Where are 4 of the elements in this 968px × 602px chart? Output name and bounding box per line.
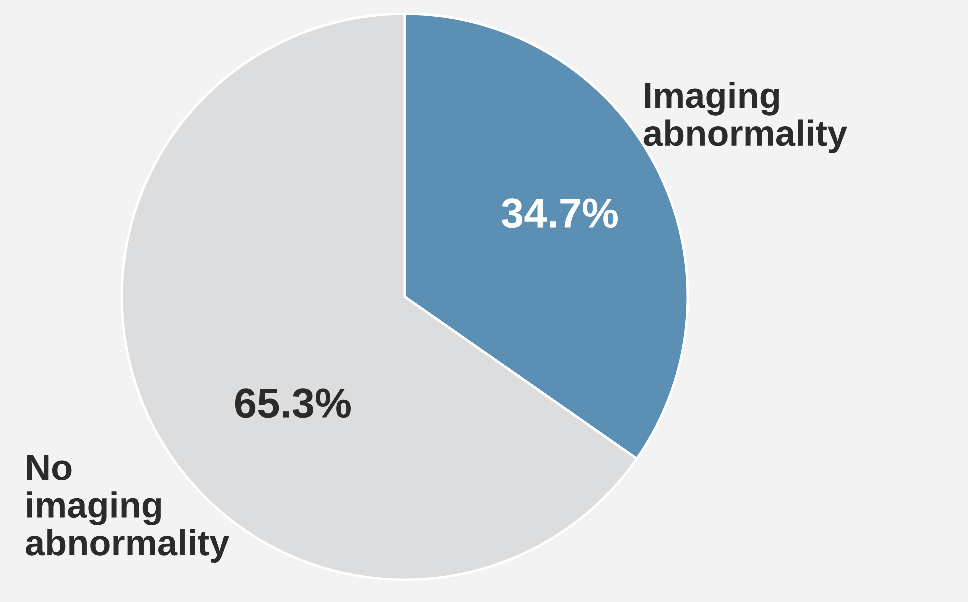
slice-label: Imaging abnormality bbox=[644, 82, 848, 154]
data-label: 65.3% bbox=[235, 388, 351, 418]
slice-label: No imaging abnormality bbox=[26, 455, 230, 563]
data-label: 34.7% bbox=[502, 198, 618, 228]
